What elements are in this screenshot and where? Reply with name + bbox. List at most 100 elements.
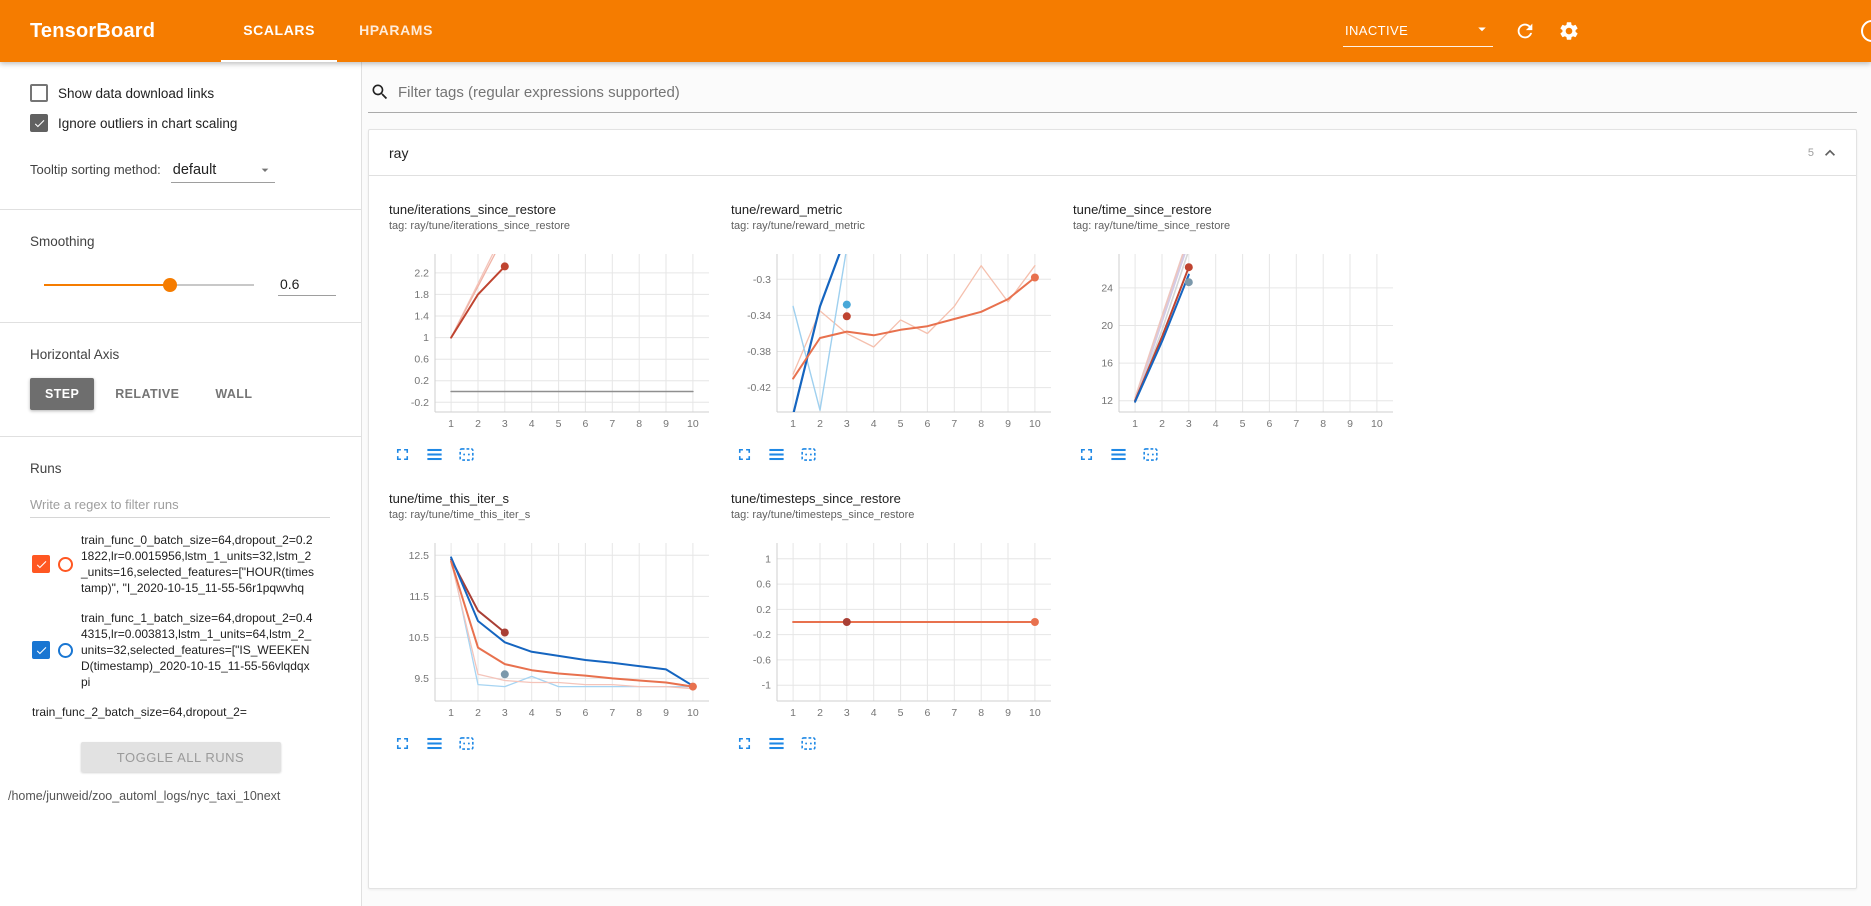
smoothing-slider[interactable] bbox=[44, 277, 254, 292]
tag-group-title: ray bbox=[389, 144, 409, 161]
run-item[interactable]: train_func_0_batch_size=64,dropout_2=0.2… bbox=[32, 532, 361, 596]
refresh-icon[interactable] bbox=[1513, 19, 1537, 43]
run-item[interactable]: train_func_1_batch_size=64,dropout_2=0.4… bbox=[32, 610, 361, 690]
expand-chart-icon[interactable] bbox=[1077, 445, 1097, 465]
svg-text:24: 24 bbox=[1101, 282, 1113, 294]
chart-card: tune/reward_metric tag: ray/tune/reward_m… bbox=[731, 202, 1065, 465]
run-name: train_func_2_batch_size=64,dropout_2= bbox=[32, 705, 247, 719]
svg-text:10: 10 bbox=[687, 418, 699, 430]
tag-group-card: ray 5 tune/iterations_since_restore tag: … bbox=[368, 129, 1857, 889]
chart-canvas[interactable]: 1 2 3 4 5 6 7 8 9 10 9.5 10.5 11.5 12.5 bbox=[389, 533, 723, 725]
chart-tag: tag: ray/tune/time_this_iter_s bbox=[389, 509, 531, 521]
run-checkbox[interactable] bbox=[32, 641, 50, 659]
runs-list: train_func_0_batch_size=64,dropout_2=0.2… bbox=[0, 532, 361, 738]
svg-text:10: 10 bbox=[1029, 707, 1041, 719]
run-radio[interactable] bbox=[58, 556, 73, 572]
smoothing-control: 0.6 bbox=[44, 273, 361, 296]
fit-domain-icon[interactable] bbox=[799, 445, 819, 465]
tab-bar: SCALARS HPARAMS bbox=[221, 0, 455, 62]
chart-canvas[interactable]: 1 2 3 4 5 6 7 8 9 10 -1 -0.6 -0.2 0.2 0.6 1 bbox=[731, 533, 1065, 725]
expand-chart-icon[interactable] bbox=[393, 734, 413, 754]
svg-text:3: 3 bbox=[1186, 418, 1192, 430]
chart-plot[interactable]: 1 2 3 4 5 6 7 8 9 10 12 16 20 24 bbox=[1073, 244, 1407, 441]
fit-domain-icon[interactable] bbox=[799, 734, 819, 754]
svg-text:5: 5 bbox=[1240, 418, 1246, 430]
tag-group-meta: 5 bbox=[1808, 143, 1840, 163]
fit-domain-icon[interactable] bbox=[457, 445, 477, 465]
axis-step-button[interactable]: STEP bbox=[30, 378, 95, 410]
checkbox-row[interactable]: Ignore outliers in chart scaling bbox=[30, 114, 361, 132]
chart-title: tune/iterations_since_restore bbox=[389, 202, 556, 217]
checkbox[interactable] bbox=[30, 84, 48, 102]
chart-title: tune/reward_metric bbox=[731, 202, 843, 217]
tooltip-sorting-label: Tooltip sorting method: bbox=[30, 162, 161, 177]
tag-filter-row bbox=[368, 78, 1857, 113]
data-lines-icon[interactable] bbox=[767, 445, 787, 465]
tag-filter-input[interactable] bbox=[398, 83, 1855, 101]
svg-text:5: 5 bbox=[898, 707, 904, 719]
checkbox-row[interactable]: Show data download links bbox=[30, 84, 361, 102]
svg-text:-0.2: -0.2 bbox=[411, 397, 429, 409]
run-radio[interactable] bbox=[58, 642, 73, 658]
smoothing-label: Smoothing bbox=[30, 234, 95, 249]
svg-text:4: 4 bbox=[871, 418, 877, 430]
status-dropdown-value: INACTIVE bbox=[1345, 23, 1409, 38]
data-lines-icon[interactable] bbox=[767, 734, 787, 754]
app-header: TensorBoard SCALARS HPARAMS INACTIVE bbox=[0, 0, 1871, 62]
svg-text:7: 7 bbox=[951, 707, 957, 719]
header-actions: INACTIVE bbox=[1343, 15, 1871, 47]
svg-text:-1: -1 bbox=[762, 680, 771, 692]
data-lines-icon[interactable] bbox=[425, 445, 445, 465]
runs-filter-input[interactable] bbox=[30, 492, 330, 518]
chevron-up-icon[interactable] bbox=[1820, 143, 1840, 163]
svg-text:1: 1 bbox=[448, 707, 454, 719]
tag-group-header[interactable]: ray 5 bbox=[369, 130, 1856, 176]
tooltip-sorting-select[interactable]: default bbox=[170, 158, 275, 183]
svg-text:9: 9 bbox=[663, 707, 669, 719]
svg-text:0.2: 0.2 bbox=[414, 375, 429, 387]
axis-relative-button[interactable]: RELATIVE bbox=[100, 378, 194, 410]
svg-text:0.6: 0.6 bbox=[414, 354, 429, 366]
tab-hparams[interactable]: HPARAMS bbox=[359, 22, 434, 38]
toggle-all-runs-button[interactable]: TOGGLE ALL RUNS bbox=[80, 742, 281, 772]
settings-gear-icon[interactable] bbox=[1557, 19, 1581, 43]
expand-chart-icon[interactable] bbox=[393, 445, 413, 465]
svg-text:6: 6 bbox=[924, 707, 930, 719]
svg-text:9: 9 bbox=[1347, 418, 1353, 430]
slider-thumb[interactable] bbox=[163, 277, 177, 292]
checkbox[interactable] bbox=[30, 114, 48, 132]
svg-text:1: 1 bbox=[423, 332, 429, 344]
svg-text:2: 2 bbox=[817, 707, 823, 719]
fit-domain-icon[interactable] bbox=[1141, 445, 1161, 465]
svg-text:7: 7 bbox=[1293, 418, 1299, 430]
chart-title: tune/time_since_restore bbox=[1073, 202, 1212, 217]
axis-wall-button[interactable]: WALL bbox=[200, 378, 267, 410]
status-dropdown[interactable]: INACTIVE bbox=[1343, 15, 1493, 47]
chart-canvas[interactable]: 1 2 3 4 5 6 7 8 9 10 -0.2 0.2 0.6 1 1.4 1.8 2.2 bbox=[389, 244, 723, 436]
svg-text:6: 6 bbox=[582, 707, 588, 719]
run-checkbox[interactable] bbox=[32, 555, 50, 573]
chart-plot[interactable]: 1 2 3 4 5 6 7 8 9 10 -0.42 -0.38 -0.34 -0.3 bbox=[731, 244, 1065, 441]
chart-tag: tag: ray/tune/timesteps_since_restore bbox=[731, 509, 915, 521]
chart-plot[interactable]: 1 2 3 4 5 6 7 8 9 10 9.5 10.5 11.5 12.5 bbox=[389, 533, 723, 730]
run-item[interactable]: train_func_2_batch_size=64,dropout_2= bbox=[32, 704, 361, 720]
data-lines-icon[interactable] bbox=[1109, 445, 1129, 465]
divider bbox=[0, 209, 361, 210]
fit-domain-icon[interactable] bbox=[457, 734, 477, 754]
chart-tag: tag: ray/tune/time_since_restore bbox=[1073, 220, 1231, 232]
tab-scalars[interactable]: SCALARS bbox=[221, 0, 338, 62]
svg-text:7: 7 bbox=[951, 418, 957, 430]
chart-plot[interactable]: 1 2 3 4 5 6 7 8 9 10 -0.2 0.2 0.6 1 1.4 1.8 2.2 bbox=[389, 244, 723, 441]
expand-chart-icon[interactable] bbox=[735, 734, 755, 754]
chart-toolbar bbox=[1077, 445, 1407, 465]
smoothing-value[interactable]: 0.6 bbox=[278, 273, 336, 296]
chart-plot[interactable]: 1 2 3 4 5 6 7 8 9 10 -1 -0.6 -0.2 0.2 0.6 1 bbox=[731, 533, 1065, 730]
svg-text:12: 12 bbox=[1101, 395, 1113, 407]
chart-canvas[interactable]: 1 2 3 4 5 6 7 8 9 10 -0.42 -0.38 -0.34 -0.3 bbox=[731, 244, 1065, 436]
expand-chart-icon[interactable] bbox=[735, 445, 755, 465]
chart-card: tune/time_since_restore tag: ray/tune/tim… bbox=[1073, 202, 1407, 465]
run-name: train_func_0_batch_size=64,dropout_2=0.2… bbox=[81, 533, 315, 595]
charts-grid: tune/iterations_since_restore tag: ray/tu… bbox=[369, 176, 1856, 784]
data-lines-icon[interactable] bbox=[425, 734, 445, 754]
